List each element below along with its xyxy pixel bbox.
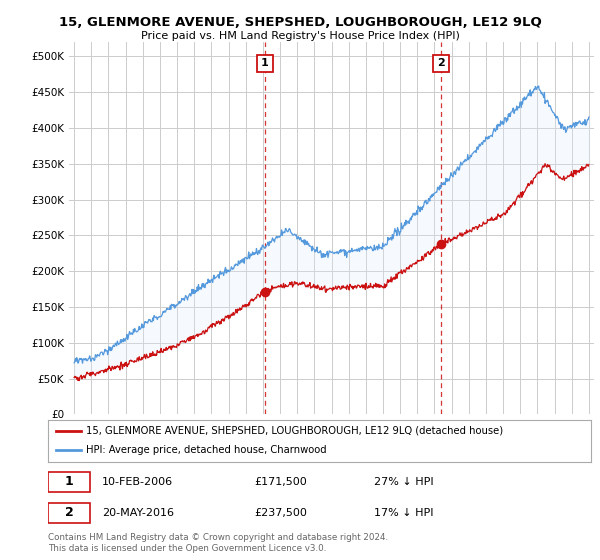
Text: 17% ↓ HPI: 17% ↓ HPI [374, 508, 433, 517]
Text: 1: 1 [261, 58, 269, 68]
Text: 15, GLENMORE AVENUE, SHEPSHED, LOUGHBOROUGH, LE12 9LQ: 15, GLENMORE AVENUE, SHEPSHED, LOUGHBORO… [59, 16, 541, 29]
Text: 27% ↓ HPI: 27% ↓ HPI [374, 477, 433, 487]
FancyBboxPatch shape [48, 503, 91, 522]
Text: 10-FEB-2006: 10-FEB-2006 [103, 477, 173, 487]
Text: 20-MAY-2016: 20-MAY-2016 [103, 508, 175, 517]
FancyBboxPatch shape [48, 472, 91, 492]
Text: Price paid vs. HM Land Registry's House Price Index (HPI): Price paid vs. HM Land Registry's House … [140, 31, 460, 41]
Text: 1: 1 [65, 475, 74, 488]
Text: £171,500: £171,500 [254, 477, 307, 487]
Text: 15, GLENMORE AVENUE, SHEPSHED, LOUGHBOROUGH, LE12 9LQ (detached house): 15, GLENMORE AVENUE, SHEPSHED, LOUGHBORO… [86, 426, 503, 436]
Text: 2: 2 [65, 506, 74, 519]
Text: 2: 2 [437, 58, 445, 68]
Text: Contains HM Land Registry data © Crown copyright and database right 2024.
This d: Contains HM Land Registry data © Crown c… [48, 533, 388, 553]
Text: £237,500: £237,500 [254, 508, 307, 517]
Text: HPI: Average price, detached house, Charnwood: HPI: Average price, detached house, Char… [86, 445, 326, 455]
